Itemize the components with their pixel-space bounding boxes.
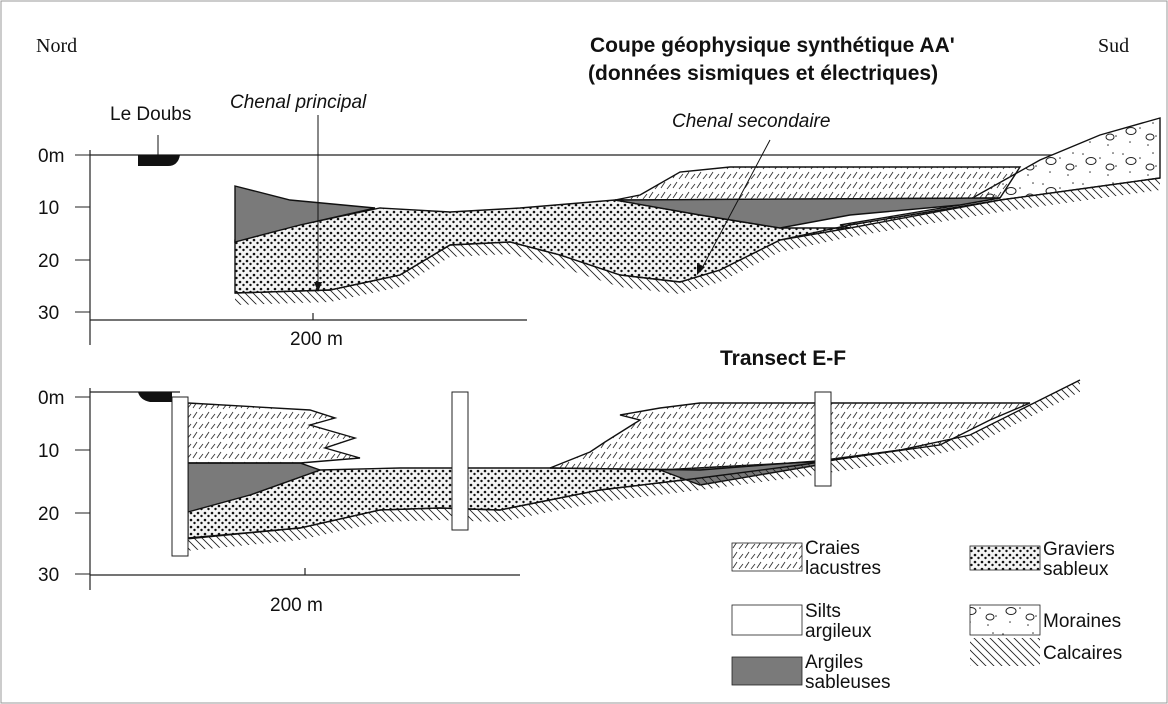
legend-label: Silts	[805, 601, 841, 622]
legend-swatch	[731, 542, 803, 572]
legend-swatch	[731, 604, 803, 636]
craies-left	[187, 402, 361, 464]
depth-label: 10	[38, 198, 59, 219]
north-label: Nord	[36, 35, 77, 57]
legend: CraieslacustresSiltsargileuxArgilessable…	[731, 538, 1122, 693]
borehole	[451, 391, 469, 531]
scale-label: 200 m	[270, 595, 323, 616]
borehole	[814, 391, 832, 487]
argiles-left	[234, 185, 376, 243]
legend-swatch	[969, 545, 1041, 571]
legend-label: Moraines	[1043, 611, 1121, 632]
craies	[614, 166, 1022, 201]
depth-label: 30	[38, 565, 59, 586]
legend-label: Calcaires	[1043, 643, 1122, 664]
transect-title: Transect E-F	[720, 347, 846, 370]
legend-swatch	[731, 656, 803, 686]
craies-right	[549, 402, 1031, 471]
south-label: Sud	[1098, 35, 1129, 57]
depth-label: 20	[38, 251, 59, 272]
legend-label: Graviers	[1043, 539, 1115, 560]
top-section: Le Doubs Chenal principal Chenal seconda…	[89, 92, 1161, 350]
secondary-channel-arrow	[699, 139, 771, 273]
scale-label: 200 m	[290, 329, 343, 350]
calcaires	[175, 380, 1080, 552]
depth-label: 20	[38, 504, 59, 525]
borehole	[171, 396, 189, 557]
argiles-right	[614, 197, 1001, 229]
calcaires-top	[174, 379, 1081, 541]
calcaires-top	[234, 177, 1161, 294]
arrowhead	[697, 263, 705, 275]
main-channel-label: Chenal principal	[230, 92, 367, 113]
secondary-channel-label: Chenal secondaire	[672, 111, 830, 132]
title-line1: Coupe géophysique synthétique AA'	[590, 34, 955, 57]
depth-label: 10	[38, 441, 59, 462]
river	[138, 392, 172, 402]
river	[138, 155, 180, 166]
depth-label: 30	[38, 303, 59, 324]
arrowhead	[314, 282, 322, 292]
legend-swatch	[970, 638, 1040, 666]
depth-label: 0m	[38, 146, 64, 167]
legend-label: argileux	[805, 621, 872, 642]
legend-label: Argiles	[805, 652, 863, 673]
legend-swatch	[969, 604, 1041, 636]
bottom-section: Transect E-F 200 m	[89, 347, 1081, 616]
legend-label: sableuses	[805, 672, 891, 693]
legend-label: lacustres	[805, 558, 881, 579]
legend-label: sableux	[1043, 559, 1109, 580]
river-label: Le Doubs	[110, 104, 191, 125]
title-line2: (données sismiques et électriques)	[588, 62, 938, 85]
calcaires	[235, 178, 1160, 305]
depth-label: 0m	[38, 388, 64, 409]
legend-label: Craies	[805, 538, 860, 559]
